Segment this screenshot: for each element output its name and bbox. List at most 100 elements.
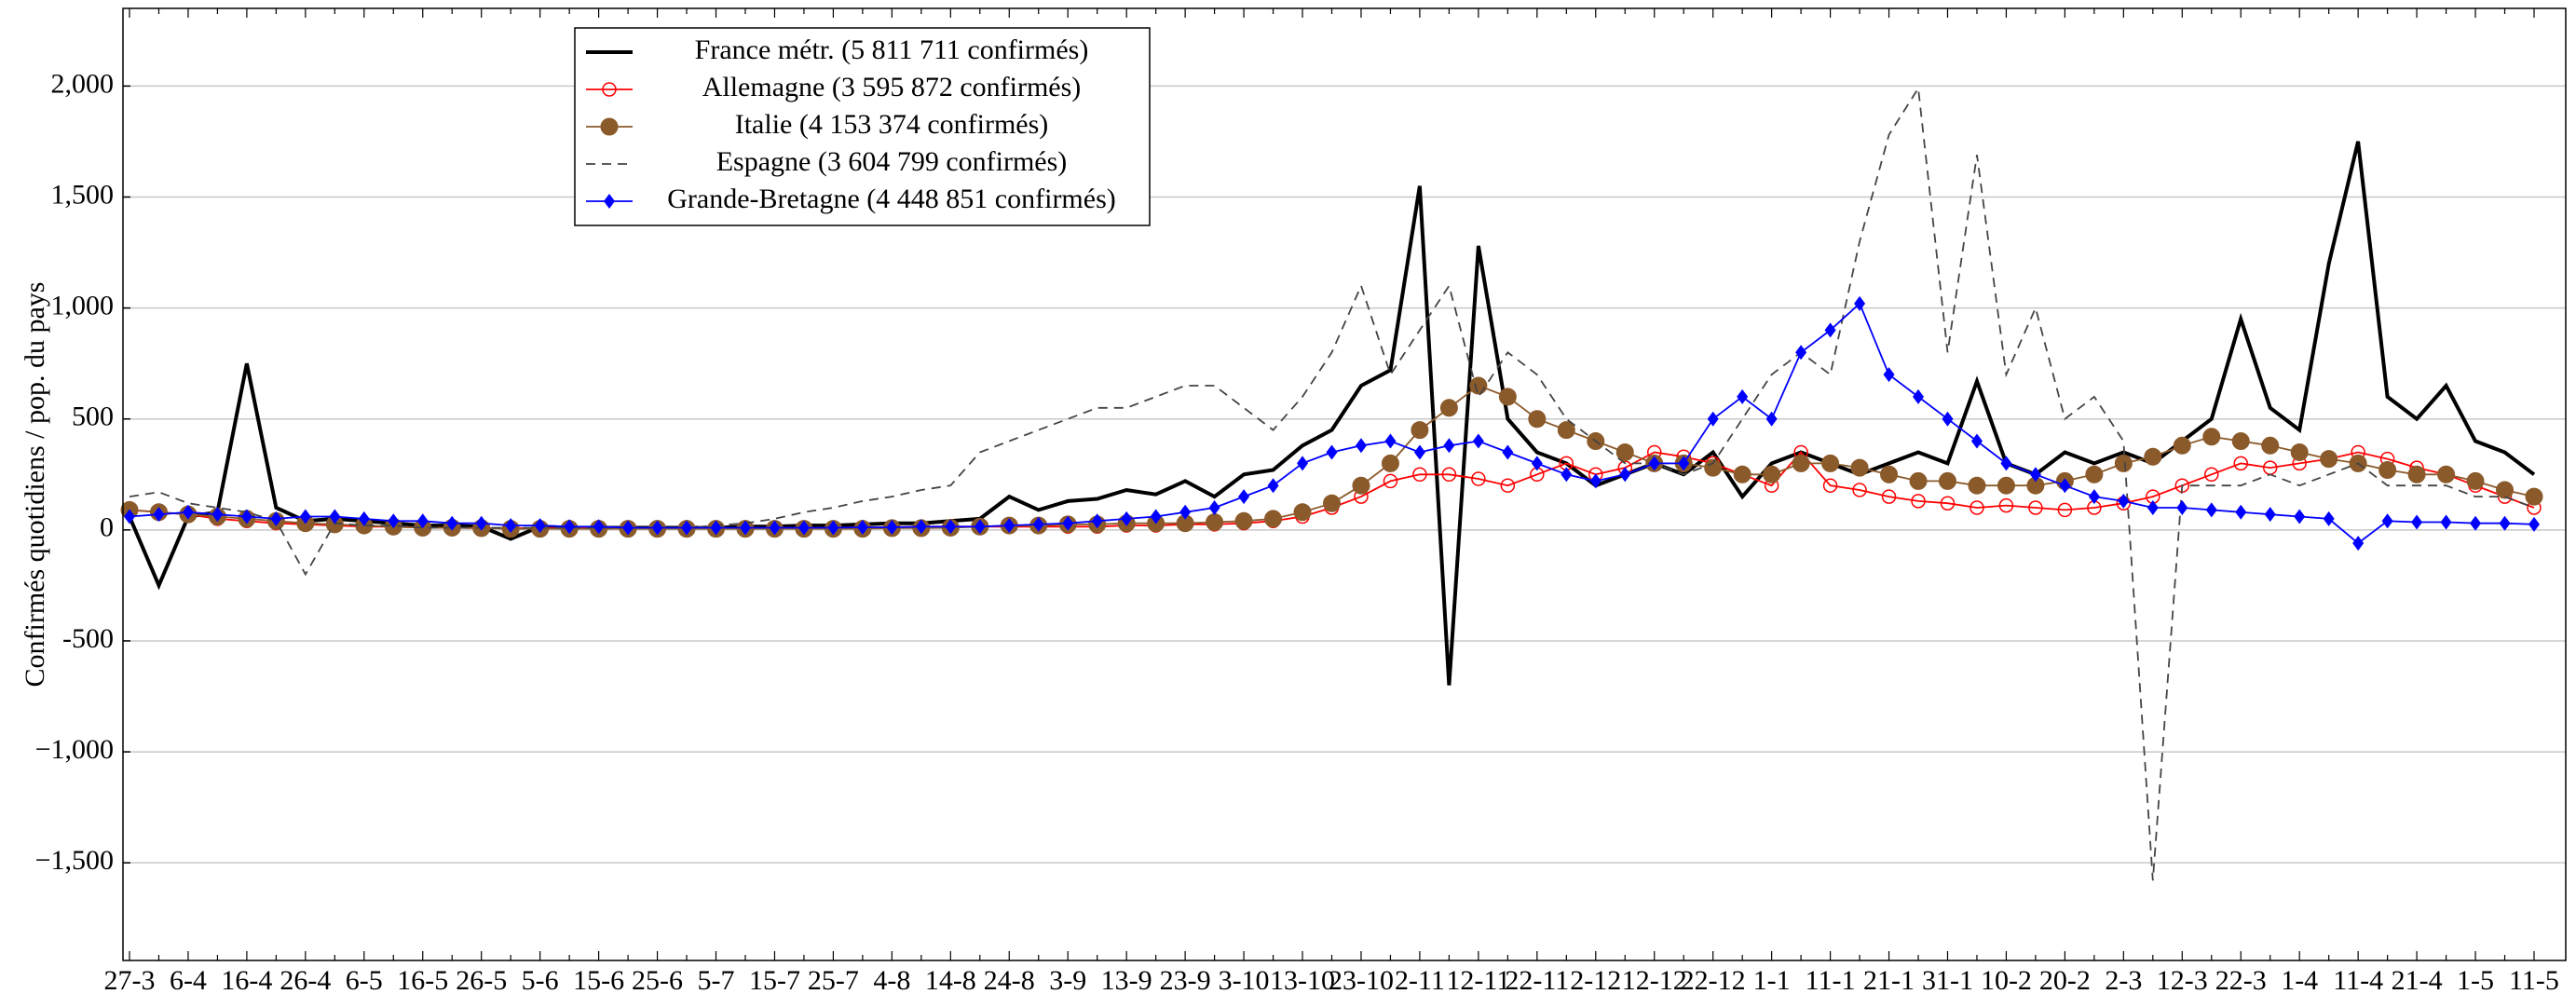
data-point xyxy=(1795,345,1807,361)
data-point xyxy=(1678,456,1690,471)
data-point xyxy=(797,520,810,536)
data-point xyxy=(1267,478,1279,494)
data-point xyxy=(1238,489,1250,505)
x-tick-label: 12-12 xyxy=(1622,965,1687,994)
data-point xyxy=(2202,428,2221,446)
data-point xyxy=(1413,444,1425,460)
y-axis-label: Confirmés quotidiens / pop. du pays xyxy=(20,282,50,688)
x-tick-label: 26-5 xyxy=(456,965,507,994)
data-point xyxy=(2407,465,2426,483)
legend-label: Italie (4 153 374 confirmés) xyxy=(735,109,1049,140)
x-tick-label: 2-3 xyxy=(2105,965,2142,994)
data-point xyxy=(1733,465,1751,483)
x-tick-label: 1-5 xyxy=(2457,965,2494,994)
data-point xyxy=(2499,515,2511,531)
x-tick-label: 6-5 xyxy=(346,965,383,994)
data-point xyxy=(1824,322,1836,338)
x-tick-label: 25-6 xyxy=(632,965,683,994)
data-point xyxy=(1234,511,1253,530)
series xyxy=(124,295,2540,551)
data-point xyxy=(1412,467,1427,483)
data-point xyxy=(2261,436,2280,455)
data-point xyxy=(1822,478,1838,493)
x-tick-label: 12-11 xyxy=(1446,965,1510,994)
data-point xyxy=(1384,433,1397,449)
data-point xyxy=(1502,444,1514,460)
data-point xyxy=(2525,487,2543,506)
x-tick-label: 23-9 xyxy=(1160,965,1211,994)
data-point xyxy=(1913,388,1925,404)
data-point xyxy=(2144,447,2162,466)
x-tick-label: 3-9 xyxy=(1049,965,1086,994)
y-tick-label: -500 xyxy=(62,623,114,654)
data-point xyxy=(2411,514,2423,530)
data-point xyxy=(681,520,693,536)
data-point xyxy=(1998,497,2014,513)
data-point xyxy=(1323,494,1341,512)
data-point xyxy=(211,507,224,523)
data-point xyxy=(1997,476,2015,495)
x-tick-label: 15-6 xyxy=(573,965,624,994)
x-tick-label: 12-3 xyxy=(2157,965,2208,994)
data-point xyxy=(769,520,781,536)
data-point xyxy=(2029,467,2041,483)
x-tick-label: 1-1 xyxy=(1753,965,1791,994)
data-point xyxy=(1940,496,1956,511)
data-point xyxy=(1557,421,1575,440)
legend-label: Allemagne (3 595 872 confirmés) xyxy=(702,72,1082,102)
data-point xyxy=(1297,456,1309,471)
data-point xyxy=(1528,410,1547,429)
data-point xyxy=(388,513,400,529)
data-point xyxy=(1264,510,1283,528)
x-tick-label: 5-6 xyxy=(522,965,559,994)
data-point xyxy=(2466,471,2485,490)
x-tick-label: 15-7 xyxy=(749,965,800,994)
series-line xyxy=(129,86,2535,881)
data-point xyxy=(2204,467,2219,483)
plot-frame xyxy=(122,7,2567,961)
data-point xyxy=(739,520,751,536)
data-point xyxy=(1441,467,1457,483)
data-point xyxy=(1293,503,1312,522)
series xyxy=(129,86,2535,881)
legend: France métr. (5 811 711 confirmés) Allema… xyxy=(574,27,1151,226)
x-tick-label: 13-9 xyxy=(1101,965,1152,994)
x-tick-label: 13-10 xyxy=(1270,965,1335,994)
data-point xyxy=(446,515,458,531)
data-point xyxy=(1883,367,1895,383)
data-point xyxy=(1472,433,1484,449)
x-tick-label: 23-10 xyxy=(1329,965,1394,994)
data-point xyxy=(1942,411,1954,427)
data-point xyxy=(974,519,986,535)
data-point xyxy=(1704,458,1723,477)
data-point xyxy=(1970,433,1983,449)
data-point xyxy=(358,511,370,526)
y-tick-label: −1,000 xyxy=(35,734,114,765)
data-point xyxy=(1648,456,1660,471)
data-point xyxy=(600,117,619,136)
data-point xyxy=(270,511,282,526)
data-point xyxy=(1911,494,1926,509)
data-point xyxy=(602,82,617,97)
data-point xyxy=(1062,515,1074,531)
data-point xyxy=(1763,465,1781,483)
data-point xyxy=(1179,504,1192,520)
data-point xyxy=(1208,500,1220,516)
x-tick-label: 5-7 xyxy=(698,965,735,994)
data-point xyxy=(505,518,517,534)
data-point xyxy=(2088,489,2100,505)
data-point xyxy=(1150,509,1162,524)
data-point xyxy=(1852,483,1867,497)
data-point xyxy=(1381,454,1399,472)
data-point xyxy=(1355,438,1367,454)
data-point xyxy=(1500,478,1516,493)
data-point xyxy=(1439,399,1458,417)
x-tick-label: 10-2 xyxy=(1981,965,2032,994)
data-point xyxy=(2233,456,2248,471)
data-point xyxy=(1469,376,1488,395)
x-tick-label: 20-2 xyxy=(2039,965,2091,994)
data-point xyxy=(2294,509,2306,524)
data-point xyxy=(1471,471,1486,486)
data-point xyxy=(1032,516,1044,532)
